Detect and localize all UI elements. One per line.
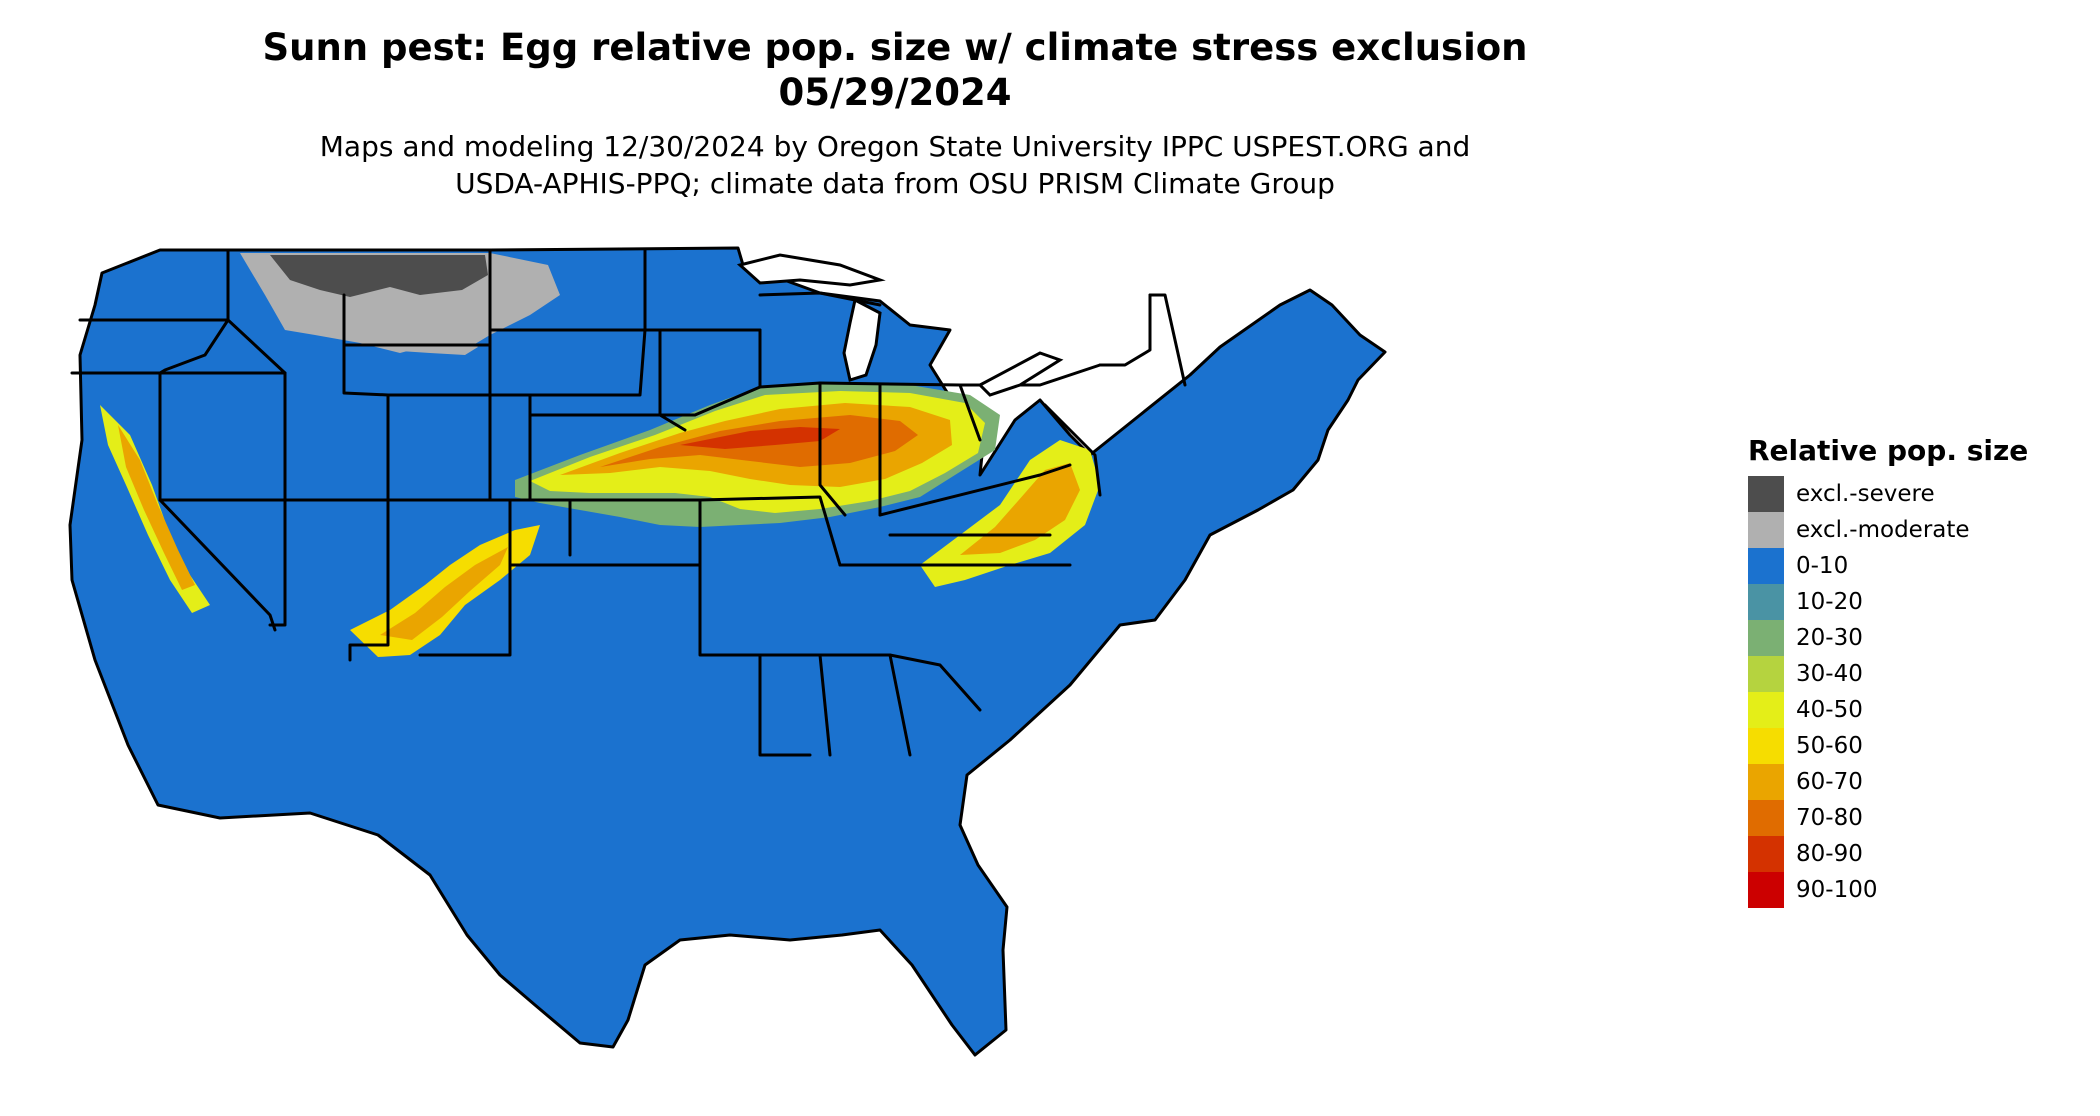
excl-moderate-wyoming <box>375 330 478 355</box>
legend-item: 20-30 <box>1748 620 2088 656</box>
legend-label: 70-80 <box>1796 805 1863 831</box>
band-central-peak <box>680 427 840 449</box>
legend-item: 30-40 <box>1748 656 2088 692</box>
legend-swatch <box>1748 728 1784 764</box>
legend-swatch <box>1748 692 1784 728</box>
lake-erie <box>977 351 1064 397</box>
legend-label: 80-90 <box>1796 841 1863 867</box>
legend-label: excl.-moderate <box>1796 517 1970 543</box>
legend-label: 60-70 <box>1796 769 1863 795</box>
legend-label: 40-50 <box>1796 697 1863 723</box>
legend-item: excl.-severe <box>1748 476 2088 512</box>
legend-label: 90-100 <box>1796 877 1878 903</box>
credits-line-1: Maps and modeling 12/30/2024 by Oregon S… <box>319 130 1471 163</box>
state-borders <box>70 248 1187 757</box>
legend-label: 0-10 <box>1796 553 1849 579</box>
legend-item: 50-60 <box>1748 728 2088 764</box>
map-title: Sunn pest: Egg relative pop. size w/ cli… <box>262 26 1528 69</box>
legend-item: excl.-moderate <box>1748 512 2088 548</box>
lake-michigan <box>842 297 882 382</box>
band-california-hot <box>118 425 195 590</box>
map-date: 05/29/2024 <box>778 71 1012 114</box>
credits-line-2: USDA-APHIS-PPQ; climate data from OSU PR… <box>455 167 1335 200</box>
legend-label: 30-40 <box>1796 661 1863 687</box>
us-landmass <box>68 246 1387 1057</box>
map-legend: Relative pop. size excl.-severe excl.-mod… <box>1748 434 2088 908</box>
legend-item: 0-10 <box>1748 548 2088 584</box>
legend-swatch <box>1748 872 1784 908</box>
legend-swatch <box>1748 584 1784 620</box>
legend-label: 50-60 <box>1796 733 1863 759</box>
legend-item: 90-100 <box>1748 872 2088 908</box>
legend-title: Relative pop. size <box>1748 434 2029 467</box>
excl-severe-north <box>270 255 488 297</box>
legend-label: 10-20 <box>1796 589 1863 615</box>
band-atlantic-hot <box>960 463 1080 555</box>
legend-items: excl.-severe excl.-moderate 0-10 10-20 20-30… <box>1748 476 2088 908</box>
lake-superior <box>736 253 886 287</box>
legend-swatch <box>1748 548 1784 584</box>
legend-swatch <box>1748 800 1784 836</box>
legend-label: 20-30 <box>1796 625 1863 651</box>
us-map <box>60 235 1720 1115</box>
legend-label: excl.-severe <box>1796 481 1935 507</box>
legend-item: 60-70 <box>1748 764 2088 800</box>
band-southwest-hot <box>380 547 508 640</box>
legend-swatch <box>1748 656 1784 692</box>
legend-item: 40-50 <box>1748 692 2088 728</box>
legend-swatch <box>1748 764 1784 800</box>
legend-swatch <box>1748 476 1784 512</box>
legend-item: 80-90 <box>1748 836 2088 872</box>
legend-item: 70-80 <box>1748 800 2088 836</box>
legend-swatch <box>1748 836 1784 872</box>
us-map-svg <box>68 246 1387 1057</box>
legend-swatch <box>1748 620 1784 656</box>
legend-swatch <box>1748 512 1784 548</box>
legend-item: 10-20 <box>1748 584 2088 620</box>
